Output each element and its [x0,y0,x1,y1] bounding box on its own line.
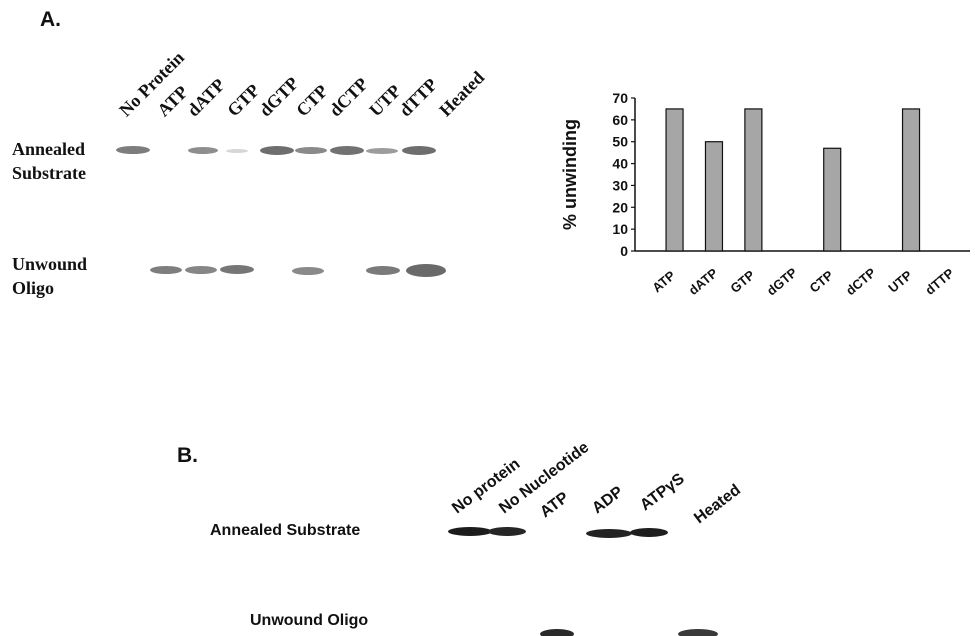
row-label-line: Unwound [12,254,88,274]
lane-label: ATP [537,489,573,522]
gel-band [586,529,632,538]
gel-band [366,148,398,154]
gel-band [630,528,668,537]
gel-band [226,149,248,153]
gel-band [188,147,218,154]
lane-label: dTTP [395,74,442,121]
gel-band [678,629,718,636]
lane-label: Heated [691,481,745,528]
row-label-annealed: Annealed Substrate [12,137,86,185]
y-tick-label: 60 [612,112,628,128]
x-tick-label: dGTP [764,264,800,298]
y-tick-label: 0 [620,243,628,259]
x-tick-label: dCTP [843,265,879,299]
x-tick-label: ATP [649,268,678,296]
y-tick-label: 50 [612,134,628,150]
gel-band [295,147,327,154]
lane-label: dATP [183,74,229,121]
y-axis-label: % unwinding [560,119,580,230]
x-tick-label: UTP [885,267,915,295]
row-label-unwound: Unwound Oligo [12,252,87,300]
gel-band [406,264,446,277]
gel-band [150,266,182,274]
row-label-unwound: Unwound Oligo [250,612,369,629]
gel-band [330,146,364,155]
bar-chart: 0 10 20 30 40 50 60 70 % unwinding ATP dATP GTP dGTP… [560,90,970,299]
row-label-line: Annealed [12,139,86,159]
gel-band [292,267,324,275]
panel-a-label: A. [40,8,61,31]
gel-band [448,527,492,536]
lane-label: ADP [589,483,627,518]
x-tick-label: dATP [686,265,721,298]
gel-band [540,629,574,636]
x-tick-label: dTTP [922,265,957,298]
gel-band [185,266,217,274]
bar [704,141,724,252]
bar [744,108,763,252]
gel-band [402,146,436,155]
lane-label: dGTP [255,72,303,121]
gel-band [220,265,254,274]
lane-label: Heated [435,67,489,121]
row-label-line: Substrate [12,163,87,183]
lane-label: dCTP [325,73,372,121]
bar [665,108,684,252]
bar [901,108,921,252]
x-tick-label: CTP [807,267,837,295]
y-tick-label: 20 [612,199,628,215]
lane-label: ATPγS [637,470,688,515]
panel-b-label: B. [177,444,198,467]
row-label-line: Oligo [12,278,55,298]
gel-band [116,146,150,154]
row-label-annealed: Annealed Substrate [210,522,361,539]
y-tick-label: 40 [612,156,628,172]
lane-label: GTP [223,79,264,121]
gel-band [488,527,526,536]
gel-band [366,266,400,275]
bar [823,147,842,252]
y-tick-label: 30 [612,177,628,193]
gel-band [260,146,294,155]
y-tick-label: 10 [612,221,628,237]
y-tick-label: 70 [612,90,628,106]
x-tick-label: GTP [727,267,757,296]
